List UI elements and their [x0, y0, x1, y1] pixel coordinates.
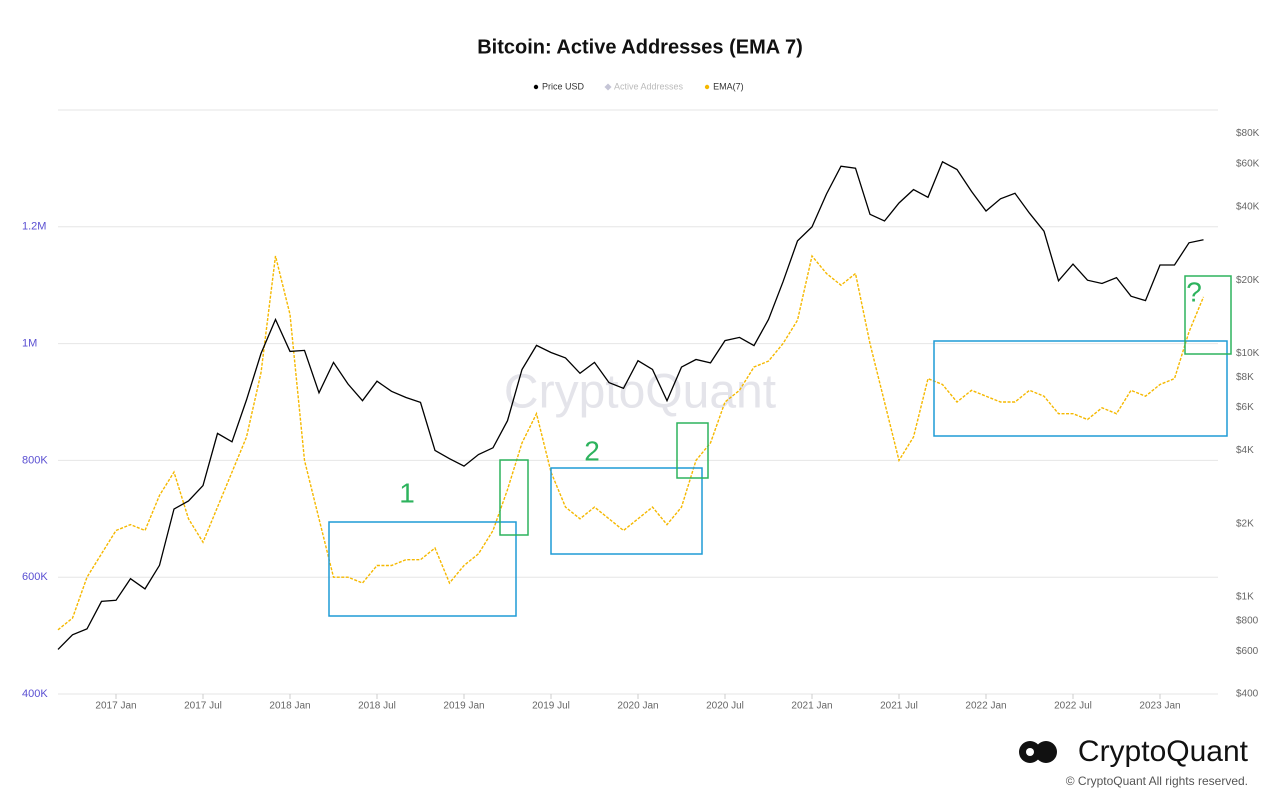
y2-tick-label: $800 [1236, 615, 1259, 626]
legend-label[interactable]: EMA(7) [713, 81, 744, 91]
copyright: © CryptoQuant All rights reserved. [1066, 774, 1248, 788]
legend-label[interactable]: Price USD [542, 81, 585, 91]
logo-mark [1035, 741, 1057, 763]
logo-mark [1026, 748, 1034, 756]
y-tick-label: 800K [22, 454, 48, 466]
y2-tick-label: $60K [1236, 159, 1260, 170]
highlight-box [1184, 275, 1232, 355]
highlight-box [499, 459, 529, 536]
y-tick-label: 1.2M [22, 221, 46, 233]
highlight-box [328, 521, 517, 617]
watermark: CryptoQuant [504, 366, 776, 419]
x-tick-label: 2018 Jan [269, 701, 310, 712]
y-tick-label: 1M [22, 338, 37, 350]
highlight-box [676, 422, 709, 479]
x-tick-label: 2020 Jan [617, 701, 658, 712]
y2-tick-label: $80K [1236, 128, 1260, 139]
y2-tick-label: $6K [1236, 402, 1254, 413]
x-tick-label: 2019 Jan [443, 701, 484, 712]
brand-logo [1019, 741, 1057, 763]
legend-marker [704, 84, 710, 90]
annotation: ? [1186, 276, 1202, 307]
y2-tick-label: $4K [1236, 445, 1254, 456]
y2-tick-label: $40K [1236, 202, 1260, 213]
y2-tick-label: $1K [1236, 592, 1254, 603]
x-tick-label: 2022 Jan [965, 701, 1006, 712]
brand: CryptoQuant [1078, 735, 1249, 768]
y2-tick-label: $8K [1236, 372, 1254, 383]
annotation-boxes [328, 275, 1232, 617]
y-tick-label: 600K [22, 571, 48, 583]
x-tick-label: 2023 Jan [1139, 701, 1180, 712]
y-tick-label: 400K [22, 688, 48, 700]
x-tick-label: 2021 Jul [880, 701, 918, 712]
y2-tick-label: $10K [1236, 348, 1260, 359]
x-tick-label: 2017 Jan [95, 701, 136, 712]
y2-tick-label: $20K [1236, 275, 1260, 286]
highlight-box [933, 340, 1228, 437]
x-tick-label: 2018 Jul [358, 701, 396, 712]
x-tick-label: 2021 Jan [791, 701, 832, 712]
x-tick-label: 2020 Jul [706, 701, 744, 712]
y2-tick-label: $600 [1236, 646, 1259, 657]
x-tick-label: 2017 Jul [184, 701, 222, 712]
annotation: 2 [584, 435, 600, 466]
annotation: 1 [399, 477, 415, 508]
series-line [57, 160, 1204, 650]
chart-title: Bitcoin: Active Addresses (EMA 7) [477, 36, 803, 58]
x-tick-label: 2019 Jul [532, 701, 570, 712]
highlight-box [550, 467, 703, 555]
x-tick-label: 2022 Jul [1054, 701, 1092, 712]
series-line [57, 254, 1205, 631]
y2-tick-label: $400 [1236, 689, 1259, 700]
legend-marker [533, 84, 539, 90]
legend-label[interactable]: Active Addresses [614, 81, 684, 91]
legend-marker [604, 83, 612, 91]
y2-tick-label: $2K [1236, 518, 1254, 529]
